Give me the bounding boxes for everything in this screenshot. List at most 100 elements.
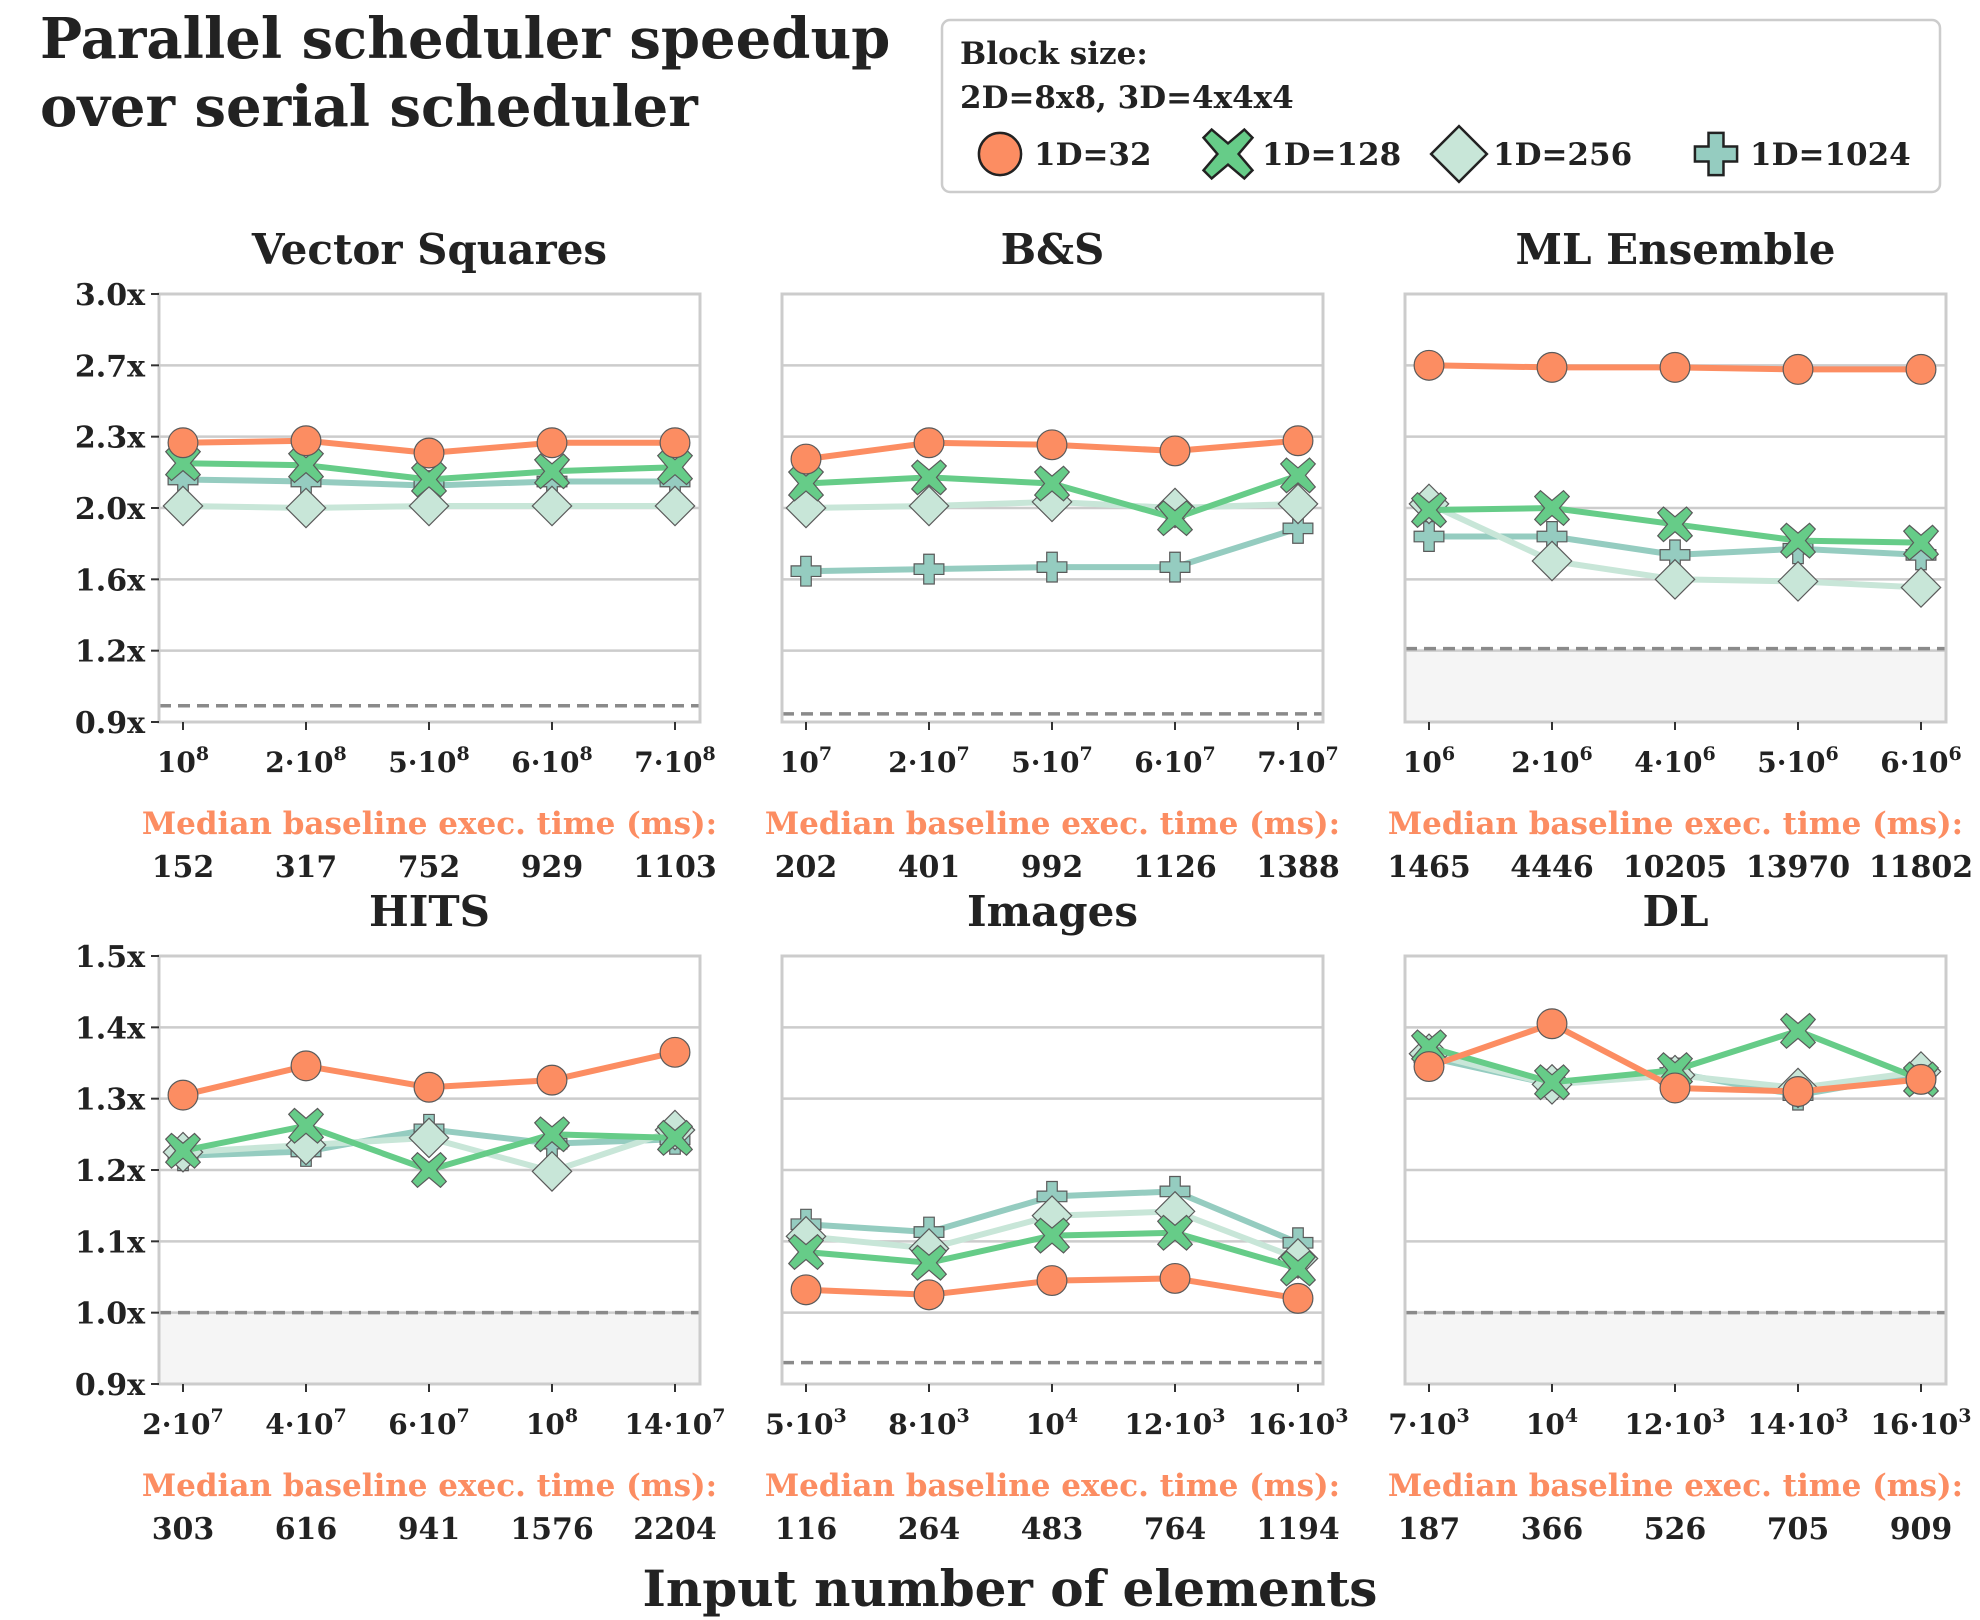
baseline-value: 1194 (1256, 1512, 1340, 1547)
x-tick-label: 108 (157, 743, 209, 779)
baseline-value: 13970 (1746, 850, 1850, 885)
x-tick-label: 2·107 (888, 743, 969, 779)
data-point (536, 427, 568, 459)
data-point (1905, 1063, 1937, 1095)
chart-panels: Vector Squares 0.9x 1.2x 1.6x 2.0x 2.3x 2.7x 3.… (75, 225, 1973, 1547)
baseline-value: 992 (1021, 850, 1084, 885)
y-tick-label: 2.3x (75, 421, 146, 456)
series-1d-32 (167, 425, 691, 469)
legend-label: 1D=128 (1262, 137, 1401, 173)
data-point (290, 1050, 322, 1082)
data-point (659, 1036, 691, 1068)
data-point (787, 1233, 825, 1271)
data-point (167, 427, 199, 459)
data-point (1536, 351, 1568, 383)
x-axis-label: Input number of elements (643, 1559, 1378, 1618)
data-point (1282, 1282, 1314, 1314)
series-1d-32 (790, 425, 1314, 475)
baseline-label: Median baseline exec. time (ms): (142, 1468, 717, 1504)
data-point (1413, 1051, 1445, 1083)
legend-entry-1d-1024: 1D=1024 (1693, 131, 1911, 177)
x-tick-label: 5·103 (765, 1405, 846, 1441)
x-tick-label: 8·103 (888, 1405, 969, 1441)
x-tick-label: 4·107 (265, 1405, 346, 1441)
panel-title: Images (967, 887, 1138, 936)
data-point (1156, 1214, 1194, 1251)
legend-label: 1D=1024 (1750, 137, 1911, 173)
baseline-value: 705 (1767, 1512, 1830, 1547)
legend-entry-1d-256: 1D=256 (1429, 124, 1632, 184)
y-tick-label: 2.0x (75, 492, 146, 527)
data-point (1279, 1250, 1317, 1287)
y-tick-label: 1.6x (75, 563, 146, 598)
series-1d-256 (162, 485, 696, 529)
legend-label: 1D=32 (1034, 137, 1152, 173)
legend-marker-circle (977, 131, 1023, 177)
data-point (1654, 558, 1696, 600)
data-point (913, 427, 945, 459)
baseline-value: 11802 (1869, 850, 1973, 885)
legend-entry-1d-128: 1D=128 (1201, 127, 1401, 181)
data-point (1282, 425, 1314, 457)
legend-marker-diamond (1429, 124, 1489, 184)
y-tick-label: 0.9x (75, 1368, 146, 1403)
data-point (1779, 1012, 1817, 1049)
series-1d-32 (1413, 349, 1937, 385)
data-point (1659, 1072, 1691, 1104)
x-tick-label: 5·106 (1757, 743, 1838, 779)
data-point (167, 1079, 199, 1111)
baseline-value: 317 (275, 850, 338, 885)
data-point (1036, 1265, 1068, 1297)
legend-title-line-2: 2D=8x8, 3D=4x4x4 (960, 80, 1294, 116)
data-point (1902, 524, 1940, 561)
data-point (1656, 506, 1694, 543)
data-point (164, 1132, 202, 1169)
data-point (1277, 1237, 1319, 1279)
legend: Block size: 2D=8x8, 3D=4x4x4 1D=32 1D=128… (940, 18, 1942, 194)
x-tick-label: 104 (1526, 1405, 1578, 1441)
x-tick-label: 108 (526, 1405, 578, 1441)
shaded-region (1405, 1312, 1946, 1384)
baseline-label: Median baseline exec. time (ms): (1388, 806, 1963, 842)
data-point (533, 1116, 571, 1153)
y-tick-label: 1.5x (75, 940, 146, 975)
y-tick-label: 3.0x (75, 278, 146, 313)
data-point (413, 437, 445, 469)
x-tick-label: 5·107 (1011, 743, 1092, 779)
panel-title: ML Ensemble (1515, 225, 1835, 274)
baseline-value: 1388 (1256, 850, 1340, 885)
baseline-value: 752 (398, 850, 461, 885)
x-tick-label: 2·107 (142, 1405, 223, 1441)
data-point (1659, 351, 1691, 383)
baseline-value: 366 (1521, 1512, 1584, 1547)
figure-title-line-2: over serial scheduler (40, 74, 699, 140)
data-point (1900, 566, 1942, 609)
data-point (1779, 522, 1817, 559)
legend-entries: 1D=32 1D=128 1D=256 1D=1024 (977, 124, 1911, 184)
panel-b-s: B&S 107 2·107 5·107 6·107 7·107 Median baselin… (765, 225, 1340, 885)
data-point (1156, 500, 1194, 537)
baseline-value: 941 (398, 1512, 461, 1547)
x-tick-label: 16·103 (1871, 1405, 1972, 1441)
baseline-value: 401 (898, 850, 961, 885)
series-1d-128 (1410, 489, 1940, 561)
data-point (531, 1150, 573, 1192)
data-point (162, 485, 204, 527)
baseline-label: Median baseline exec. time (ms): (142, 806, 717, 842)
data-point (536, 1064, 568, 1096)
baseline-label: Median baseline exec. time (ms): (765, 806, 1340, 842)
data-point (413, 1071, 445, 1103)
panel-title: DL (1643, 887, 1709, 936)
panel-title: Vector Squares (251, 225, 607, 274)
x-tick-label: 104 (1026, 1405, 1078, 1441)
baseline-value: 152 (152, 850, 215, 885)
data-point (790, 555, 822, 587)
series-1d-128 (164, 1107, 694, 1189)
data-point (408, 485, 450, 527)
x-tick-label: 12·103 (1125, 1405, 1226, 1441)
x-tick-label: 12·103 (1625, 1405, 1726, 1441)
baseline-value: 764 (1144, 1512, 1207, 1547)
baseline-value: 187 (1398, 1512, 1461, 1547)
data-point (1279, 457, 1317, 494)
data-point (910, 459, 948, 496)
